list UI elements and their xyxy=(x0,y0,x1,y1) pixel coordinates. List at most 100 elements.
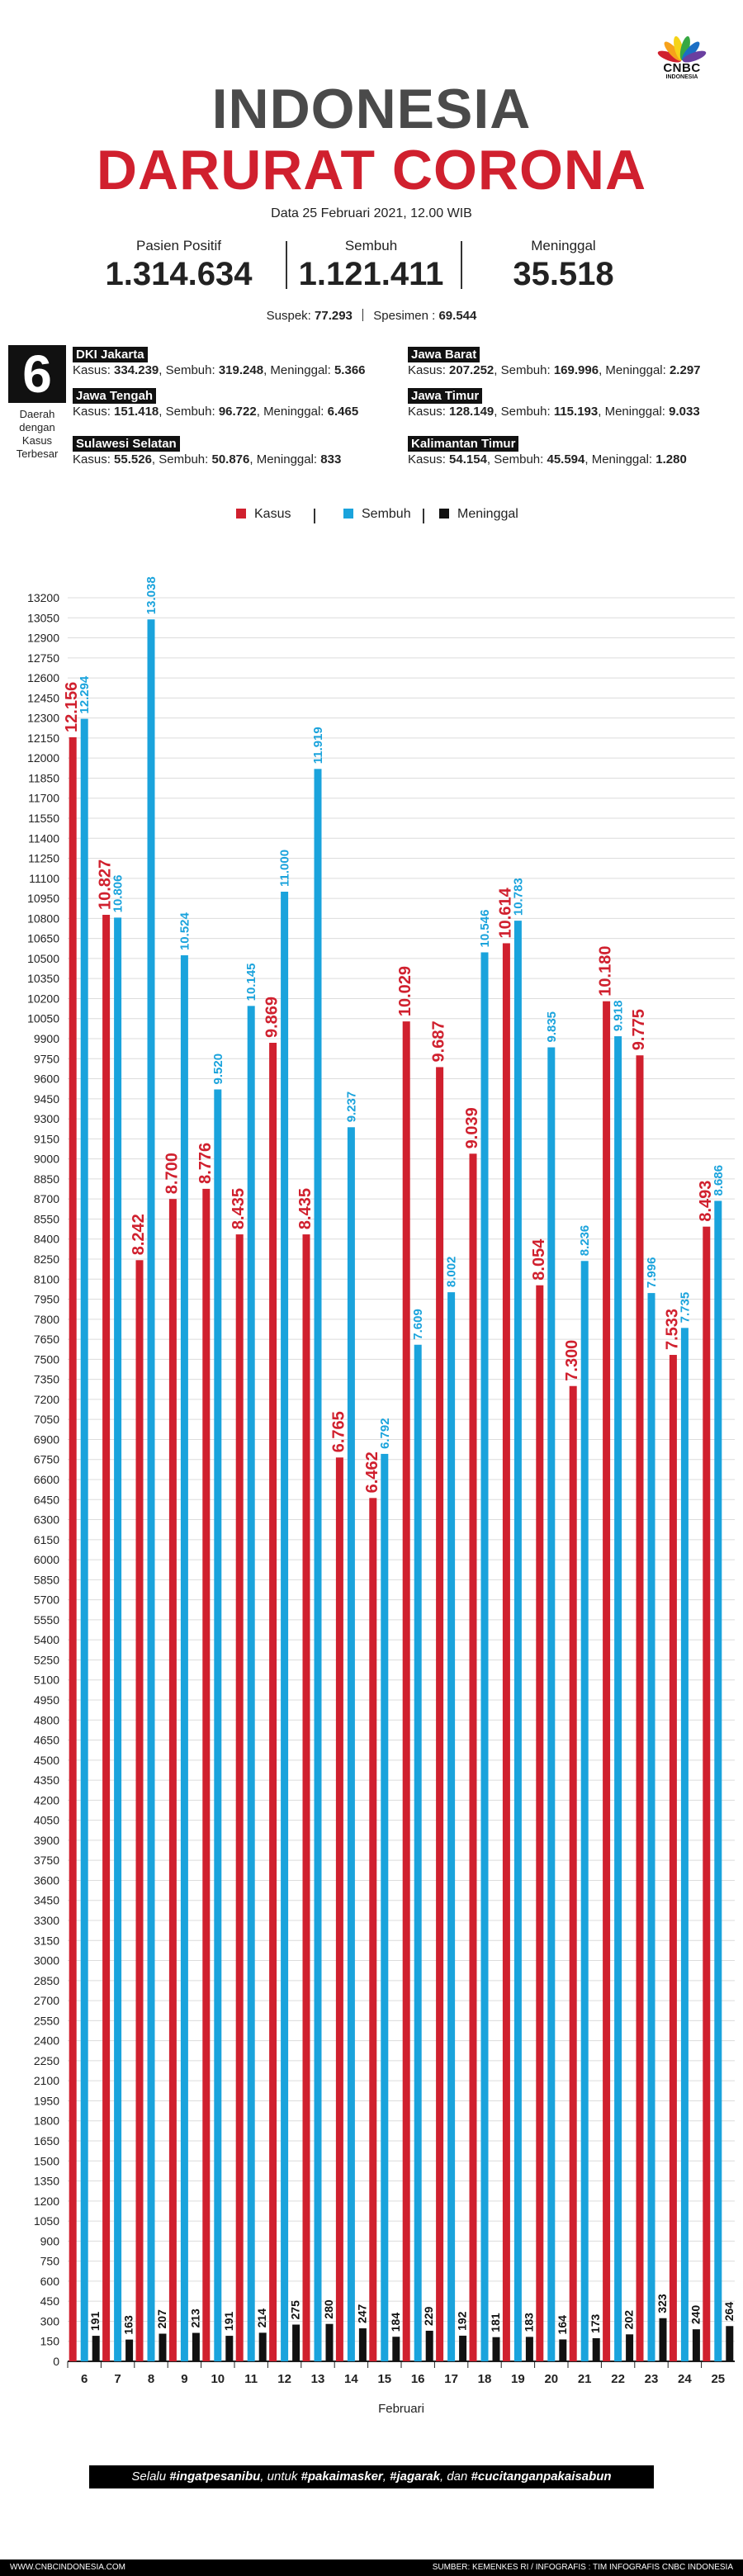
x-tick-label: 17 xyxy=(444,2372,458,2386)
site-url[interactable]: WWW.CNBCINDONESIA.COM xyxy=(10,2563,125,2572)
bar-meninggal xyxy=(192,2332,200,2361)
suspek-divider xyxy=(362,309,364,321)
y-tick-label: 9600 xyxy=(34,1073,59,1086)
y-tick-label: 5250 xyxy=(34,1653,59,1666)
y-tick-label: 6750 xyxy=(34,1453,59,1466)
y-tick-label: 10350 xyxy=(27,972,59,985)
bar-sembuh xyxy=(547,1047,556,2361)
bar-kasus xyxy=(603,1001,611,2361)
data-label-meninggal: 184 xyxy=(389,2313,402,2332)
bar-sembuh xyxy=(447,1292,456,2361)
stat-value: 1.121.411 xyxy=(298,256,444,292)
bar-kasus xyxy=(469,1153,477,2361)
spesimen-value: 69.544 xyxy=(438,309,477,323)
y-tick-label: 2700 xyxy=(34,1994,59,2007)
bar-kasus xyxy=(502,943,510,2361)
y-tick-label: 4950 xyxy=(34,1693,59,1707)
data-label-sembuh: 10.145 xyxy=(244,963,258,1001)
bar-sembuh xyxy=(680,1328,689,2361)
stat-divider xyxy=(461,241,462,289)
y-tick-label: 750 xyxy=(40,2255,60,2268)
y-tick-label: 10050 xyxy=(27,1012,59,1025)
sembuh-value: 169.996 xyxy=(553,363,599,377)
bar-sembuh xyxy=(414,1344,422,2361)
data-label-kasus: 12.156 xyxy=(63,682,81,732)
x-tick-label: 9 xyxy=(181,2372,187,2386)
x-tick-label: 14 xyxy=(344,2372,358,2386)
data-label-kasus: 8.054 xyxy=(530,1238,548,1281)
y-tick-label: 1050 xyxy=(34,2214,59,2228)
region-kalimantan-timur: Kalimantan Timur Kasus: 54.154, Sembuh: … xyxy=(408,436,738,466)
bar-sembuh xyxy=(80,718,88,2361)
data-label-meninggal: 275 xyxy=(289,2300,302,2320)
data-label-meninggal: 164 xyxy=(556,2315,569,2335)
bar-chart: 0 150 300 450 600 750 900 1050 1200 1350 1500 1650 1… xyxy=(27,576,736,2416)
bar-meninggal xyxy=(258,2332,267,2361)
bar-kasus xyxy=(402,1021,410,2361)
bar-kasus xyxy=(135,1260,144,2361)
y-tick-label: 4500 xyxy=(34,1754,59,1767)
y-tick-label: 12750 xyxy=(27,651,59,665)
data-label-meninggal: 191 xyxy=(88,2312,102,2332)
x-tick-label: 24 xyxy=(678,2372,692,2386)
kasus-value: 151.418 xyxy=(114,405,159,419)
y-tick-label: 12150 xyxy=(27,732,59,745)
y-tick-label: 9450 xyxy=(34,1092,59,1106)
y-tick-label: 3450 xyxy=(34,1894,59,1907)
y-tick-label: 6600 xyxy=(34,1473,59,1486)
sembuh-value: 50.876 xyxy=(211,452,250,466)
y-tick-label: 11550 xyxy=(28,812,59,825)
y-tick-label: 9150 xyxy=(34,1132,59,1145)
y-tick-label: 7650 xyxy=(34,1333,59,1346)
data-label-sembuh: 8.686 xyxy=(712,1165,726,1196)
bar-meninggal xyxy=(159,2333,167,2361)
x-tick-label: 22 xyxy=(611,2372,625,2386)
y-tick-label: 3600 xyxy=(34,1873,59,1887)
y-tick-label: 10500 xyxy=(27,952,59,965)
y-tick-label: 7800 xyxy=(34,1313,59,1326)
y-tick-label: 5100 xyxy=(34,1674,59,1687)
x-tick-label: 6 xyxy=(81,2372,88,2386)
x-tick-label: 20 xyxy=(544,2372,558,2386)
y-tick-label: 12900 xyxy=(27,632,59,645)
region-jawa-tengah: Jawa Tengah Kasus: 151.418, Sembuh: 96.7… xyxy=(73,388,403,419)
sembuh-value: 115.193 xyxy=(553,405,599,419)
bar-meninggal xyxy=(125,2339,134,2361)
bar-meninggal xyxy=(659,2318,667,2361)
y-tick-label: 1500 xyxy=(34,2154,59,2167)
y-tick-label: 7350 xyxy=(34,1373,59,1386)
data-timestamp: Data 25 Februari 2021, 12.00 WIB xyxy=(271,206,472,220)
meninggal-value: 833 xyxy=(320,452,342,466)
data-label-sembuh: 11.919 xyxy=(311,727,325,764)
y-tick-label: 9750 xyxy=(34,1052,59,1065)
bar-meninggal xyxy=(626,2334,634,2361)
data-label-kasus: 9.687 xyxy=(430,1020,448,1062)
y-tick-label: 4200 xyxy=(34,1793,59,1807)
y-tick-label: 9300 xyxy=(34,1112,59,1125)
data-label-kasus: 9.869 xyxy=(263,997,282,1038)
stat-divider xyxy=(286,241,287,289)
sembuh-value: 96.722 xyxy=(218,405,257,419)
suspek-label: Suspek: xyxy=(266,309,311,323)
data-label-kasus: 10.180 xyxy=(597,946,615,997)
bar-kasus xyxy=(168,1199,177,2361)
bar-kasus xyxy=(569,1385,577,2361)
meninggal-value: 2.297 xyxy=(669,363,701,377)
bar-kasus xyxy=(302,1234,310,2361)
y-tick-label: 1950 xyxy=(34,2094,59,2107)
bar-sembuh xyxy=(580,1261,589,2361)
bar-kasus xyxy=(703,1226,711,2361)
region-dki-jakarta: DKI Jakarta Kasus: 334.239, Sembuh: 319.… xyxy=(73,347,403,377)
x-tick-label: 11 xyxy=(244,2372,258,2386)
bar-meninggal xyxy=(325,2323,334,2361)
data-label-sembuh: 10.783 xyxy=(511,878,525,916)
data-label-meninggal: 183 xyxy=(522,2313,535,2332)
sembuh-label: Sembuh: xyxy=(500,363,551,377)
x-tick-label: 15 xyxy=(377,2372,391,2386)
sembuh-label: Sembuh: xyxy=(500,405,551,419)
x-tick-label: 7 xyxy=(114,2372,121,2386)
y-tick-label: 10200 xyxy=(27,992,59,1005)
bar-kasus xyxy=(436,1067,444,2361)
y-tick-label: 7500 xyxy=(34,1352,59,1366)
sembuh-label: Sembuh: xyxy=(494,452,544,466)
